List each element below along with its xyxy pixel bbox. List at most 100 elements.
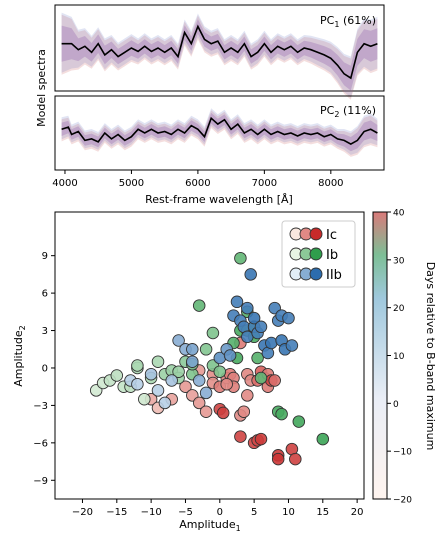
amplitude1-tick-label: 10 (282, 507, 295, 518)
point-ic (268, 374, 281, 387)
pc2-label: PC2 (11%) (320, 104, 376, 119)
point-iib (230, 295, 244, 309)
scatter-panel: −20 −15 −10 −5 0 5 10 15 20 −9 −6 −3 0 3 6 9 Ic Ib IIb (33, 211, 365, 518)
amplitude2-tick-label: 6 (42, 289, 48, 300)
amplitude2-ylabel: Amplitude2 (12, 325, 27, 386)
colorbar-tick-label: 10 (393, 352, 405, 362)
point-ib (213, 365, 227, 378)
point-ib (275, 407, 288, 421)
amplitude1-tick-label: 5 (251, 507, 257, 518)
point-ib (292, 415, 306, 428)
wavelength-tick-label: 5000 (119, 178, 144, 189)
pc2-band-0 (61, 110, 378, 157)
point-iib (186, 343, 199, 356)
point-iib (265, 336, 278, 350)
point-iib (131, 377, 144, 391)
pc1-variance-bands (61, 12, 378, 100)
amplitude2-tick-label: −6 (33, 438, 48, 449)
point-iib (223, 349, 237, 362)
colorbar-gradient (372, 211, 388, 500)
spectra-ylabel: Model spectra (35, 49, 48, 127)
panel-pc2-frame (54, 95, 385, 171)
amplitude1-tick-label: 15 (316, 507, 329, 518)
amplitude1-axis-ticks: −20 −15 −10 −5 0 5 10 15 20 (72, 499, 364, 518)
point-ib (206, 326, 220, 340)
amplitude1-tick-label: −5 (178, 507, 193, 518)
wavelength-tick-label: 4000 (52, 178, 77, 189)
point-iib (247, 311, 261, 325)
point-ic (241, 389, 254, 402)
point-ib (131, 359, 144, 372)
pc1-band-2 (61, 19, 378, 91)
point-ib (172, 365, 185, 378)
wavelength-tick-label: 7000 (252, 178, 277, 189)
point-iib (172, 334, 185, 347)
legend-label-iib: IIb (326, 268, 342, 283)
colorbar-ticks: −20 −10 0 10 20 30 40 (387, 209, 412, 506)
spectrum-panel-pc1: PC1 (61%) (54, 4, 385, 100)
point-iib (254, 320, 268, 334)
point-ic (234, 430, 247, 443)
point-ib (251, 351, 264, 365)
point-iib (241, 301, 254, 315)
amplitude1-tick-label: 20 (351, 507, 364, 518)
point-ib (151, 355, 165, 368)
point-ib (254, 371, 268, 385)
wavelength-tick-label: 8000 (318, 178, 343, 189)
point-iib (192, 374, 206, 387)
point-iib (285, 339, 299, 352)
point-ib (138, 392, 151, 406)
wavelength-axis-ticks: 4000 5000 6000 7000 8000 (52, 170, 344, 189)
amplitude2-tick-label: 9 (42, 251, 48, 262)
point-ib (110, 369, 124, 382)
point-ic (289, 452, 302, 466)
spectrum-panel-pc2: PC2 (11%) 4000 5000 6000 7000 8000 (52, 95, 385, 189)
point-iib (186, 355, 199, 368)
legend-marker-ib (309, 247, 323, 261)
point-iib (199, 386, 213, 400)
colorbar-tick-label: 0 (393, 400, 399, 410)
colorbar-tick-label: −10 (393, 448, 412, 458)
amplitude2-tick-label: 3 (42, 326, 48, 337)
point-ib (316, 432, 330, 446)
legend-label-ic: Ic (326, 228, 337, 243)
colorbar-tick-label: 20 (393, 304, 405, 314)
amplitude1-tick-label: 0 (217, 507, 223, 518)
pc1-mean-spectrum (61, 24, 378, 80)
pc2-band-1 (61, 108, 378, 155)
point-ic (271, 452, 285, 466)
point-iib (165, 374, 178, 387)
pc1-label: PC1 (61%) (320, 14, 376, 29)
colorbar: −20 −10 0 10 20 30 40 Days relative to B-band … (372, 209, 436, 506)
amplitude2-tick-label: −3 (33, 401, 48, 412)
point-ic (216, 406, 230, 420)
amplitude2-tick-label: 0 (42, 363, 48, 374)
point-iib (244, 268, 257, 281)
legend: Ic Ib IIb (281, 220, 356, 288)
point-ic (220, 377, 233, 391)
amplitude1-xlabel: Amplitude1 (179, 518, 240, 533)
pc2-variance-bands (61, 108, 378, 157)
colorbar-tick-label: 30 (393, 256, 405, 266)
pc1-band-0 (61, 14, 378, 100)
legend-label-ib: Ib (326, 248, 338, 263)
panel-pc1-frame (54, 4, 385, 92)
point-iib (158, 396, 172, 410)
point-iib (144, 367, 158, 381)
amplitude1-tick-label: −10 (141, 507, 162, 518)
point-ic (179, 380, 192, 393)
point-iib (282, 311, 295, 325)
colorbar-label: Days relative to B-band maximum (424, 262, 436, 451)
point-ib (199, 343, 213, 356)
wavelength-tick-label: 6000 (185, 178, 210, 189)
colorbar-tick-label: −20 (393, 496, 412, 506)
pc2-mean-spectrum (61, 116, 378, 146)
point-iib (151, 384, 165, 397)
legend-marker-iib (309, 267, 323, 281)
amplitude1-tick-label: −20 (72, 507, 93, 518)
legend-entries: Ic Ib IIb (289, 227, 342, 283)
point-ic (254, 432, 268, 446)
legend-marker-ic (309, 227, 323, 241)
scatter-frame (54, 211, 365, 500)
